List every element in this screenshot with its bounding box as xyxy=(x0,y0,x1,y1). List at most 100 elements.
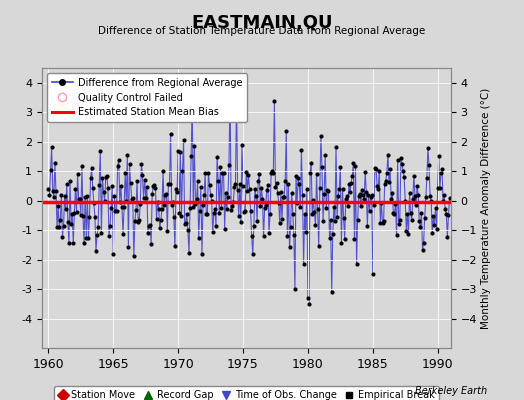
Point xyxy=(277,188,285,195)
Point xyxy=(420,214,429,221)
Point xyxy=(413,183,421,189)
Text: Difference of Station Temperature Data from Regional Average: Difference of Station Temperature Data f… xyxy=(99,26,425,36)
Point xyxy=(172,186,180,192)
Point xyxy=(431,205,440,212)
Point xyxy=(113,163,122,169)
Point xyxy=(194,235,203,242)
Point xyxy=(311,222,320,228)
Point xyxy=(138,172,147,178)
Point xyxy=(299,260,308,267)
Point xyxy=(99,174,107,181)
Point xyxy=(188,100,196,106)
Point xyxy=(158,206,166,212)
Point xyxy=(240,209,248,215)
Point xyxy=(319,218,328,224)
Point xyxy=(427,198,435,204)
Point xyxy=(424,145,432,151)
Point xyxy=(294,175,302,181)
Point xyxy=(288,190,296,196)
Point xyxy=(51,160,59,166)
Point xyxy=(348,173,356,179)
Point xyxy=(115,157,123,163)
Point xyxy=(425,162,433,168)
Point xyxy=(422,194,430,200)
Point xyxy=(379,218,388,224)
Point xyxy=(367,192,376,198)
Point xyxy=(392,232,401,238)
Point xyxy=(307,159,315,166)
Point xyxy=(94,224,102,230)
Point xyxy=(377,200,386,206)
Point xyxy=(79,213,87,220)
Point xyxy=(408,217,416,223)
Point xyxy=(161,191,169,198)
Point xyxy=(321,152,330,159)
Point xyxy=(133,178,141,184)
Point xyxy=(120,204,128,211)
Point xyxy=(152,216,161,222)
Point xyxy=(190,143,199,150)
Point xyxy=(130,218,139,224)
Point xyxy=(65,240,73,246)
Point xyxy=(154,198,162,205)
Point xyxy=(117,183,125,189)
Point xyxy=(126,180,135,186)
Point xyxy=(257,185,266,191)
Point xyxy=(244,172,253,178)
Point xyxy=(64,219,72,225)
Point xyxy=(430,222,439,228)
Point xyxy=(243,187,252,194)
Point xyxy=(283,233,291,239)
Point xyxy=(59,223,68,229)
Point xyxy=(289,211,297,218)
Point xyxy=(179,137,188,143)
Point xyxy=(177,213,185,219)
Point xyxy=(320,191,329,198)
Point xyxy=(300,211,309,217)
Point xyxy=(390,210,399,217)
Point xyxy=(432,226,441,232)
Point xyxy=(286,244,294,251)
Point xyxy=(132,207,140,213)
Point xyxy=(81,193,90,200)
Point xyxy=(180,221,189,227)
Point xyxy=(174,147,182,154)
Point xyxy=(128,195,137,202)
Point xyxy=(119,230,127,237)
Point xyxy=(275,200,283,206)
Point xyxy=(52,188,60,194)
Point xyxy=(438,166,446,172)
Point xyxy=(441,206,450,212)
Point xyxy=(107,205,115,211)
Legend: Station Move, Record Gap, Time of Obs. Change, Empirical Break: Station Move, Record Gap, Time of Obs. C… xyxy=(54,386,439,400)
Point xyxy=(309,196,318,203)
Point xyxy=(88,165,96,171)
Point xyxy=(261,202,270,208)
Point xyxy=(301,228,310,235)
Point xyxy=(417,210,425,216)
Point xyxy=(444,212,453,218)
Point xyxy=(398,161,406,168)
Point xyxy=(416,224,424,230)
Point xyxy=(278,216,286,222)
Text: EASTMAIN,QU: EASTMAIN,QU xyxy=(191,14,333,32)
Point xyxy=(324,188,333,194)
Point xyxy=(282,128,290,134)
Point xyxy=(91,213,99,220)
Point xyxy=(391,201,400,208)
Point xyxy=(192,196,201,202)
Point xyxy=(48,144,56,150)
Point xyxy=(144,229,152,236)
Point xyxy=(274,190,282,197)
Point xyxy=(303,186,311,192)
Point xyxy=(136,200,145,207)
Point xyxy=(229,199,237,205)
Point xyxy=(104,184,112,191)
Point xyxy=(147,241,155,247)
Point xyxy=(342,195,350,202)
Point xyxy=(266,211,274,217)
Point xyxy=(203,211,212,217)
Point xyxy=(208,198,216,204)
Point xyxy=(241,207,249,214)
Point xyxy=(246,208,255,214)
